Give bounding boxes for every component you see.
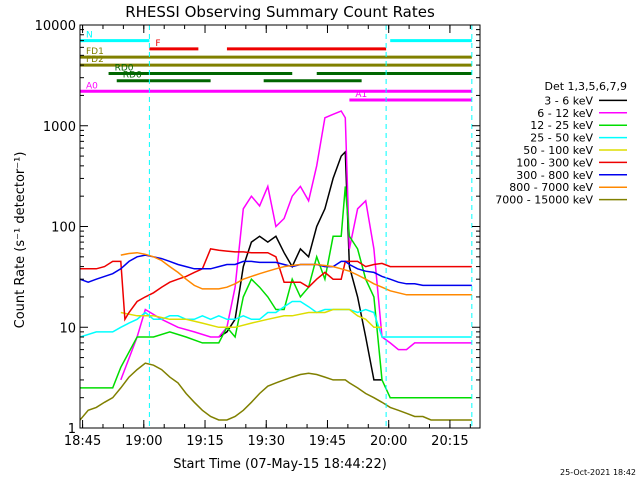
y-tick-label: 1 [68, 422, 76, 437]
flag-label-a0: A0 [86, 81, 98, 91]
x-tick-label: 20:15 [431, 434, 468, 449]
x-tick-label: 19:45 [309, 434, 346, 449]
flag-label-fd2: FD2 [86, 55, 104, 65]
series-line-2 [120, 110, 472, 381]
legend-label-8: 800 - 7000 keV [509, 181, 593, 194]
series-line-1 [218, 150, 382, 381]
legend-label-5: 50 - 100 keV [523, 144, 593, 157]
legend-label-6: 100 - 300 keV [516, 156, 593, 169]
flag-label-a1: A1 [355, 90, 367, 100]
y-tick-label: 10000 [35, 19, 76, 34]
x-axis-label: Start Time (07-May-15 18:44:22) [173, 457, 387, 472]
y-tick-label: 1000 [43, 120, 76, 135]
series-line-8 [120, 251, 472, 296]
flag-label-rd0: RD0 [115, 64, 134, 74]
flag-label-n: N [86, 31, 93, 41]
x-tick-label: 19:15 [186, 434, 223, 449]
flag-label-rd6: RD6 [123, 71, 142, 81]
legend-title: Det 1,3,5,6,7,9 [544, 80, 627, 93]
y-tick-label: 10 [59, 321, 76, 336]
series-line-5 [120, 308, 382, 329]
y-tick-label: 100 [51, 221, 76, 236]
x-tick-label: 19:00 [125, 434, 162, 449]
chart-title: RHESSI Observing Summary Count Rates [125, 3, 435, 21]
legend-label-3: 12 - 25 keV [530, 119, 593, 132]
legend-label-2: 6 - 12 keV [537, 107, 593, 120]
series-line-4 [80, 300, 472, 338]
legend-label-1: 3 - 6 keV [544, 94, 593, 107]
flag-label-fd1: FD1 [86, 47, 104, 57]
legend-label-9: 7000 - 15000 keV [495, 194, 593, 207]
y-axis-label: Count Rate (s⁻¹ detector⁻¹) [13, 152, 28, 329]
footer-timestamp: 25-Oct-2021 18:42 [560, 468, 636, 477]
series-line-3 [80, 186, 472, 399]
x-tick-label: 19:30 [248, 434, 285, 449]
x-tick-label: 20:00 [370, 434, 407, 449]
legend-label-4: 25 - 50 keV [530, 132, 593, 145]
x-tick-label: 18:45 [64, 434, 101, 449]
legend-label-7: 300 - 800 keV [516, 169, 593, 182]
flag-label-f: F [155, 39, 160, 49]
series-line-6 [80, 248, 472, 322]
series-line-9 [80, 362, 472, 421]
